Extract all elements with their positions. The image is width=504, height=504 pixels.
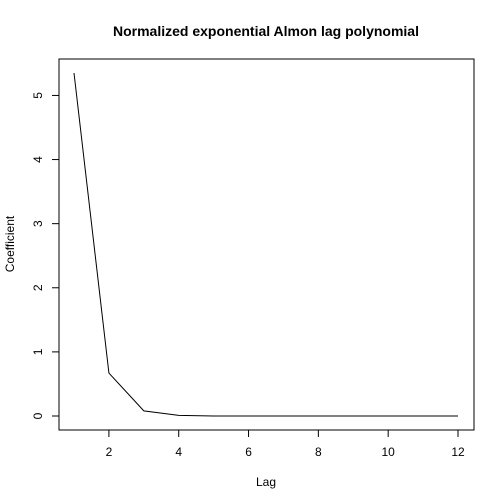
x-tick-label: 8 [315, 445, 322, 459]
plot-frame [58, 58, 475, 431]
x-tick-label: 12 [451, 445, 465, 459]
y-tick-label: 0 [31, 412, 45, 419]
x-axis: 2 4 6 8 10 12 [106, 429, 465, 459]
y-tick-label: 1 [31, 348, 45, 355]
x-tick-label: 10 [382, 445, 396, 459]
series-line [73, 72, 458, 417]
y-tick-label: 5 [31, 92, 45, 99]
x-axis-label: Lag [256, 475, 276, 489]
y-axis-label: Coefficient [3, 215, 17, 272]
y-tick-label: 3 [31, 220, 45, 227]
x-tick-label: 6 [245, 445, 252, 459]
x-tick-label: 4 [175, 445, 182, 459]
y-axis: 0 1 2 3 4 5 [31, 92, 60, 419]
x-tick-label: 2 [106, 445, 113, 459]
y-tick-label: 4 [31, 156, 45, 163]
y-tick-label: 2 [31, 284, 45, 291]
chart-title: Normalized exponential Almon lag polynom… [113, 23, 419, 39]
series-group [73, 72, 458, 417]
